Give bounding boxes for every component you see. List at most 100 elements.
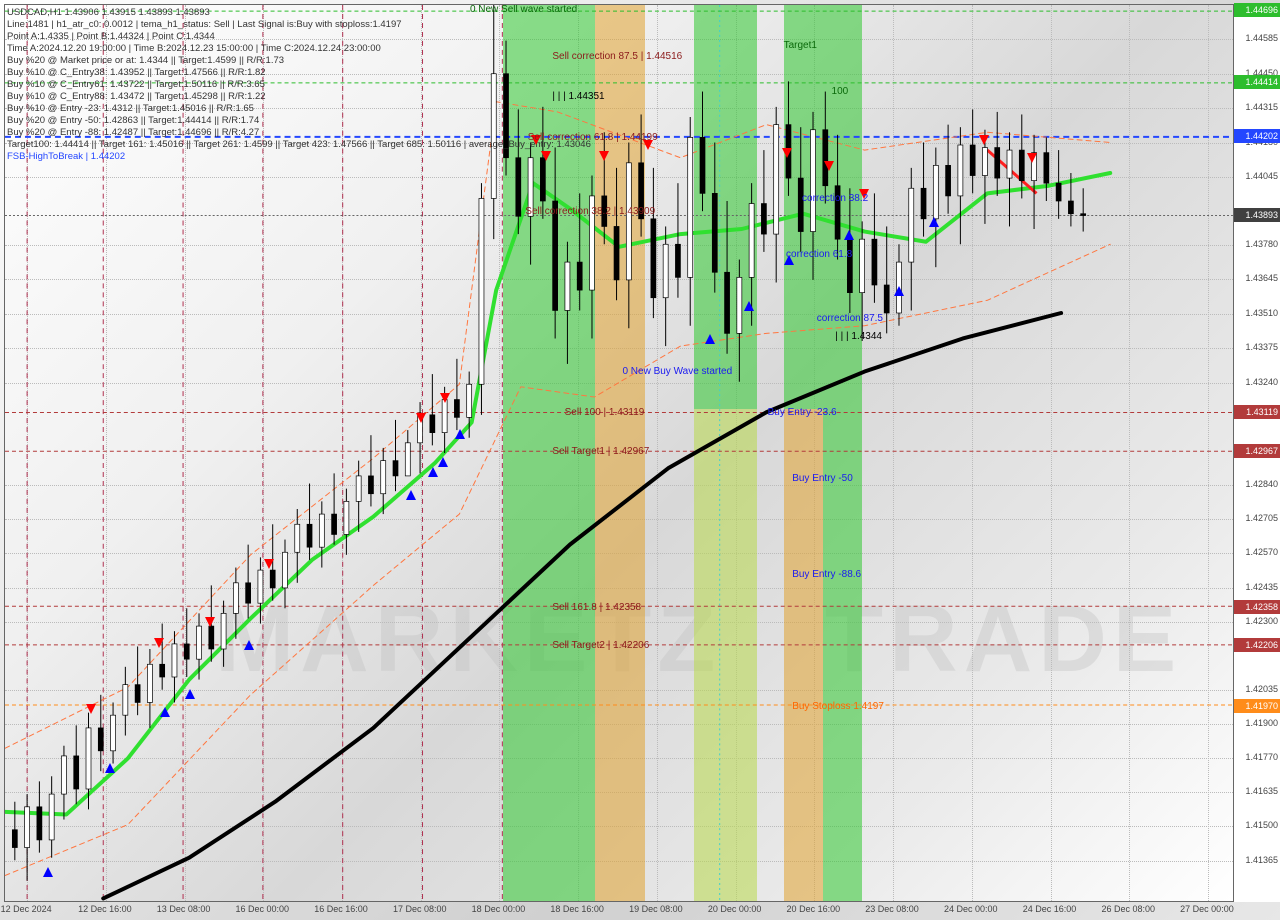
arrow-down-icon (1027, 153, 1037, 163)
ytick: 1.42570 (1245, 547, 1278, 557)
chart-label: Sell 100 | 1.43119 (565, 407, 645, 418)
ytick: 1.41770 (1245, 752, 1278, 762)
info-line: Buy %20 @ Entry -88: 1.42487 || Target:1… (7, 127, 259, 139)
arrow-up-icon (406, 490, 416, 500)
arrow-up-icon (244, 640, 254, 650)
arrow-up-icon (929, 217, 939, 227)
ytick: 1.43510 (1245, 308, 1278, 318)
ytick: 1.44045 (1245, 171, 1278, 181)
chart-label: correction 87.5 (817, 313, 883, 324)
price-label: 1.44414 (1234, 75, 1280, 89)
chart-label: Target1 (784, 40, 817, 51)
arrow-down-icon (782, 148, 792, 158)
grid-v (1129, 5, 1130, 901)
ytick: 1.42435 (1245, 582, 1278, 592)
chart-label: | | | 1.4344 (835, 331, 882, 342)
arrow-up-icon (43, 867, 53, 877)
chart-label: Buy Entry -50 (792, 473, 853, 484)
arrow-down-icon (416, 413, 426, 423)
arrow-down-icon (541, 151, 551, 161)
arrow-up-icon (160, 707, 170, 717)
arrow-down-icon (824, 161, 834, 171)
zone-rect (694, 5, 757, 409)
arrow-down-icon (599, 151, 609, 161)
info-line: Point A:1.4335 | Point B:1.44324 | Point… (7, 31, 215, 43)
grid-v (1208, 5, 1209, 901)
xtick: 16 Dec 16:00 (314, 904, 368, 914)
xtick: 20 Dec 16:00 (787, 904, 841, 914)
arrow-down-icon (205, 617, 215, 627)
chart-label: correction 61.8 (786, 249, 852, 260)
ytick: 1.42300 (1245, 616, 1278, 626)
chart-label: Buy Entry -23.6 (768, 407, 837, 418)
chart-label: 0 New Buy Wave started (622, 366, 732, 377)
xtick: 24 Dec 16:00 (1023, 904, 1077, 914)
grid-v (972, 5, 973, 901)
arrow-up-icon (185, 689, 195, 699)
info-line: Line:1481 | h1_atr_c0: 0.0012 | tema_h1_… (7, 19, 402, 31)
chart-label: 100 (832, 86, 849, 97)
arrow-up-icon (844, 230, 854, 240)
arrow-up-icon (894, 286, 904, 296)
arrow-up-icon (428, 467, 438, 477)
xtick: 18 Dec 00:00 (472, 904, 526, 914)
xtick: 23 Dec 08:00 (865, 904, 919, 914)
price-label: 1.44202 (1234, 129, 1280, 143)
price-label: 1.42358 (1234, 600, 1280, 614)
xtick: 18 Dec 16:00 (550, 904, 604, 914)
chart-label: Sell Target2 | 1.42206 (552, 640, 649, 651)
info-line: Buy %10 @ Entry -23: 1.4312 || Target:1.… (7, 103, 254, 115)
y-axis: 1.445851.444501.443151.441801.440451.437… (1233, 4, 1280, 902)
info-line: USDCAD,H1 1.43906 1.43915 1.43893 1.4389… (7, 7, 210, 19)
price-label: 1.42967 (1234, 444, 1280, 458)
info-line: Buy %20 @ Entry -50: 1.42863 || Target:1… (7, 115, 259, 127)
chart-container: MARKETZ TRADE USDCAD,H1 1.43906 1.43915 … (0, 0, 1280, 920)
xtick: 27 Dec 00:00 (1180, 904, 1234, 914)
arrow-up-icon (705, 334, 715, 344)
grid-v (893, 5, 894, 901)
xtick: 12 Dec 16:00 (78, 904, 132, 914)
xtick: 13 Dec 08:00 (157, 904, 211, 914)
ytick: 1.42840 (1245, 479, 1278, 489)
ytick: 1.44585 (1245, 33, 1278, 43)
xtick: 24 Dec 00:00 (944, 904, 998, 914)
zone-rect (823, 5, 862, 901)
chart-label: Buy Stoploss 1.4197 (792, 701, 884, 712)
arrow-down-icon (440, 393, 450, 403)
price-label: 1.42206 (1234, 638, 1280, 652)
plot-area[interactable]: MARKETZ TRADE USDCAD,H1 1.43906 1.43915 … (4, 4, 1234, 902)
ytick: 1.41635 (1245, 786, 1278, 796)
ytick: 1.43645 (1245, 273, 1278, 283)
zone-rect (694, 409, 757, 902)
ytick: 1.42705 (1245, 513, 1278, 523)
info-line: Time A:2024.12.20 19:00:00 | Time B:2024… (7, 43, 381, 55)
info-line: Buy %20 @ Market price or at: 1.4344 || … (7, 55, 284, 67)
chart-label: Sell correction 87.5 | 1.44516 (552, 51, 682, 62)
xtick: 26 Dec 08:00 (1101, 904, 1155, 914)
info-line: Buy %10 @ C_Entry61: 1.43722 || Target:1… (7, 79, 265, 91)
xtick: 17 Dec 08:00 (393, 904, 447, 914)
price-label: 1.43119 (1234, 405, 1280, 419)
xtick: 20 Dec 00:00 (708, 904, 762, 914)
xtick: 19 Dec 08:00 (629, 904, 683, 914)
chart-label: Sell correction 61.8 | 1.44199 (528, 132, 658, 143)
chart-label: Buy Entry -88.6 (792, 569, 861, 580)
price-label: 1.41970 (1234, 699, 1280, 713)
chart-label: 0 New Sell wave started (470, 4, 577, 15)
ytick: 1.41365 (1245, 855, 1278, 865)
arrow-down-icon (154, 638, 164, 648)
ytick: 1.41900 (1245, 718, 1278, 728)
arrow-up-icon (438, 457, 448, 467)
price-label: 1.43893 (1234, 208, 1280, 222)
ytick: 1.42035 (1245, 684, 1278, 694)
info-line: Buy %10 @ C_Entry88: 1.43472 || Target:1… (7, 91, 266, 103)
chart-label: | | | 1.44351 (552, 91, 604, 102)
arrow-down-icon (264, 559, 274, 569)
ytick: 1.43240 (1245, 377, 1278, 387)
x-axis: 12 Dec 202412 Dec 16:0013 Dec 08:0016 De… (4, 902, 1234, 920)
arrow-up-icon (744, 301, 754, 311)
price-label: 1.44696 (1234, 3, 1280, 17)
ytick: 1.41500 (1245, 820, 1278, 830)
arrow-down-icon (86, 704, 96, 714)
arrow-up-icon (105, 763, 115, 773)
